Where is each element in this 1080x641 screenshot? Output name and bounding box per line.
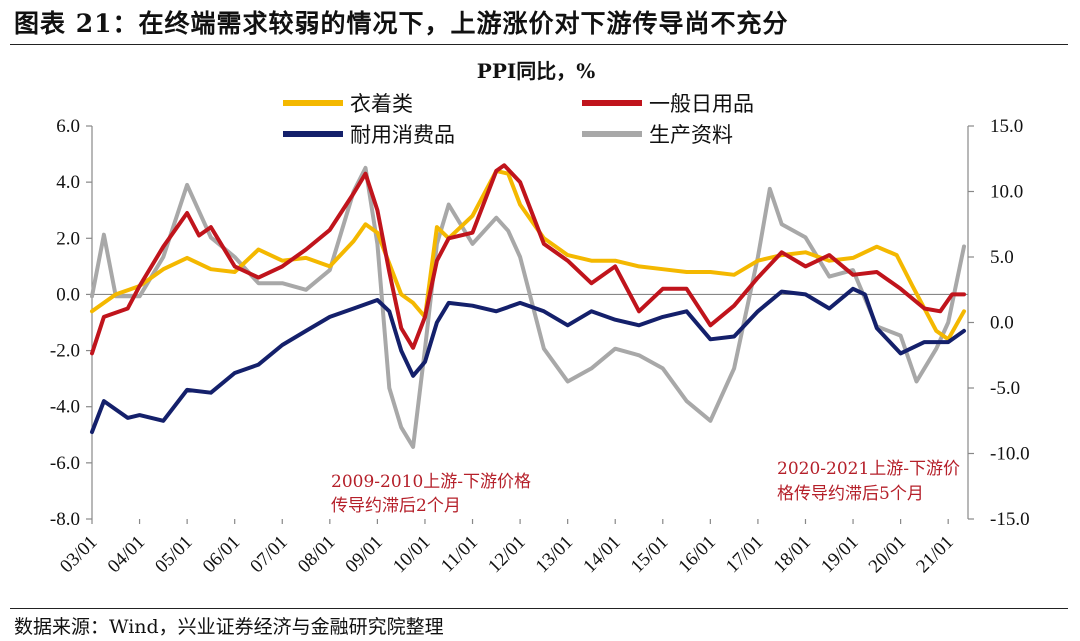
right-tick-label: 5.0 — [990, 247, 1014, 268]
x-tick-label: 09/01 — [341, 532, 386, 577]
right-tick-label: 15.0 — [990, 116, 1023, 137]
x-tick-label: 18/01 — [770, 532, 815, 577]
series-layer — [90, 163, 966, 449]
right-tick-label: -15.0 — [990, 509, 1030, 530]
x-tick-label: 06/01 — [199, 532, 244, 577]
annotation-2009-line-1: 2009-2010上游-下游价格 — [331, 472, 531, 492]
chart-title: PPI同比，% — [477, 59, 595, 83]
source-rule — [10, 608, 1068, 609]
x-tick-label: 20/01 — [865, 532, 910, 577]
legend-label-durables: 耐用消费品 — [350, 123, 455, 147]
x-tick-label: 19/01 — [817, 532, 862, 577]
figure-title: 图表 21：在终端需求较弱的情况下，上游涨价对下游传导尚不充分 — [14, 9, 789, 38]
right-tick-label: -5.0 — [990, 378, 1020, 399]
series-line-clothing — [90, 168, 966, 342]
annotation-2020-line-1: 2020-2021上游-下游价 — [777, 459, 960, 479]
x-tick-label: 12/01 — [484, 532, 529, 577]
x-tick-label: 04/01 — [104, 532, 149, 577]
series-line-durables — [90, 286, 966, 434]
left-tick-label: -2.0 — [50, 341, 80, 362]
right-tick-label: -10.0 — [990, 444, 1030, 465]
left-tick-label: 6.0 — [56, 116, 80, 137]
right-tick-label: 0.0 — [990, 313, 1014, 334]
series-line-daily-goods — [90, 163, 966, 356]
annotation-2020-line-2: 格传导约滞后5个月 — [777, 484, 924, 504]
legend-label-daily-goods: 一般日用品 — [649, 92, 754, 116]
left-tick-label: -8.0 — [50, 509, 80, 530]
annotation-2020: 2020-2021上游-下游价 格传导约滞后5个月 — [777, 459, 960, 504]
x-tick-label: 21/01 — [912, 532, 957, 577]
left-tick-label: 4.0 — [56, 172, 80, 193]
x-tick-label: 05/01 — [151, 532, 196, 577]
x-tick-label: 07/01 — [246, 532, 291, 577]
x-tick-label: 16/01 — [674, 532, 719, 577]
annotation-2009: 2009-2010上游-下游价格 传导约滞后2个月 — [331, 472, 531, 516]
x-tick-label: 03/01 — [56, 532, 101, 577]
left-tick-label: 0.0 — [56, 284, 80, 305]
right-tick-label: 10.0 — [990, 182, 1023, 203]
axes: 6.0 4.0 2.0 0.0 -2.0 -4.0 -6.0 -8.0 15.0 10.0 5.0 0… — [50, 116, 1030, 577]
legend-label-clothing: 衣着类 — [350, 92, 413, 116]
x-tick-label: 08/01 — [294, 532, 339, 577]
x-tick-label: 13/01 — [532, 532, 577, 577]
left-tick-label: 2.0 — [56, 228, 80, 249]
x-tick-label: 10/01 — [389, 532, 434, 577]
annotation-2009-line-2: 传导约滞后2个月 — [331, 496, 461, 516]
x-tick-label: 11/01 — [437, 532, 482, 577]
x-tick-label: 17/01 — [722, 532, 767, 577]
x-tick-label: 14/01 — [579, 532, 624, 577]
title-rule — [10, 44, 1068, 45]
x-tick-label: 15/01 — [627, 532, 672, 577]
left-tick-label: -6.0 — [50, 453, 80, 474]
left-tick-label: -4.0 — [50, 397, 80, 418]
legend: 衣着类 一般日用品 耐用消费品 生产资料 — [283, 92, 754, 147]
data-source-note: 数据来源：Wind，兴业证券经济与金融研究院整理 — [14, 616, 444, 638]
legend-label-production-materials: 生产资料 — [649, 123, 733, 147]
